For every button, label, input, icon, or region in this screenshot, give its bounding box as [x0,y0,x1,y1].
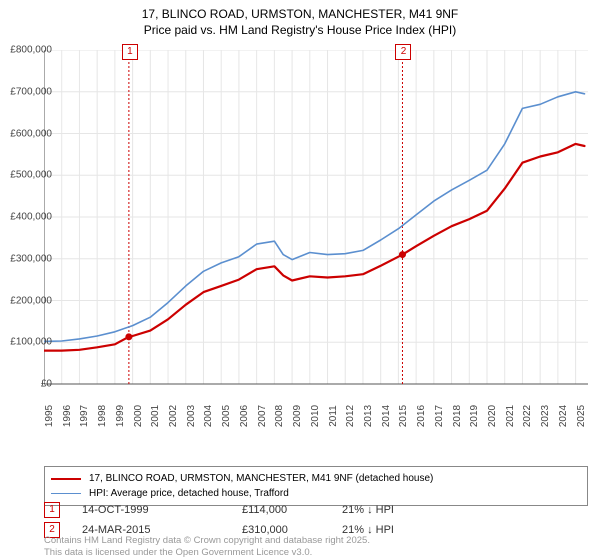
y-tick-label: £0 [41,379,52,390]
sale-date: 14-OCT-1999 [82,504,242,516]
sale-date: 24-MAR-2015 [82,524,242,536]
x-tick-label: 2011 [328,405,339,427]
x-tick-label: 2015 [398,405,409,427]
x-tick-label: 2006 [239,405,250,427]
x-tick-label: 2008 [274,405,285,427]
x-tick-label: 1995 [44,405,55,427]
x-tick-label: 2018 [452,405,463,427]
x-tick-label: 2020 [487,405,498,427]
legend-row: HPI: Average price, detached house, Traf… [51,486,581,501]
sale-price: £310,000 [242,524,342,536]
chart-container: 17, BLINCO ROAD, URMSTON, MANCHESTER, M4… [0,0,600,560]
x-tick-label: 2007 [257,405,268,427]
y-tick-label: £800,000 [10,45,52,56]
y-tick-label: £700,000 [10,86,52,97]
x-tick-label: 2019 [469,405,480,427]
x-tick-label: 2017 [434,405,445,427]
chart-area [44,50,588,430]
x-tick-label: 2023 [540,405,551,427]
x-tick-label: 2025 [576,405,587,427]
y-tick-label: £200,000 [10,295,52,306]
y-tick-label: £500,000 [10,170,52,181]
x-tick-label: 2000 [133,405,144,427]
sale-delta: 21% ↓ HPI [342,524,394,536]
legend: 17, BLINCO ROAD, URMSTON, MANCHESTER, M4… [44,466,588,506]
sale-marker-flag: 1 [122,44,138,60]
sale-row: 1 14-OCT-1999 £114,000 21% ↓ HPI [44,502,394,518]
legend-swatch-hpi [51,493,81,494]
title-line2: Price paid vs. HM Land Registry's House … [0,22,600,38]
x-tick-label: 2016 [416,405,427,427]
x-tick-label: 2010 [310,405,321,427]
chart-svg [44,50,588,430]
x-tick-label: 1999 [115,405,126,427]
title-block: 17, BLINCO ROAD, URMSTON, MANCHESTER, M4… [0,0,600,38]
sale-marker-box: 1 [44,502,60,518]
legend-swatch-property [51,478,81,480]
x-tick-label: 2009 [292,405,303,427]
x-tick-label: 2013 [363,405,374,427]
title-line1: 17, BLINCO ROAD, URMSTON, MANCHESTER, M4… [0,6,600,22]
x-tick-label: 2021 [505,405,516,427]
x-tick-label: 2002 [168,405,179,427]
x-tick-label: 2003 [186,405,197,427]
footer-line1: Contains HM Land Registry data © Crown c… [44,535,370,546]
x-tick-label: 1998 [97,405,108,427]
x-tick-label: 2001 [150,405,161,427]
footer-line2: This data is licensed under the Open Gov… [44,547,370,558]
legend-label-property: 17, BLINCO ROAD, URMSTON, MANCHESTER, M4… [89,471,433,486]
legend-row: 17, BLINCO ROAD, URMSTON, MANCHESTER, M4… [51,471,581,486]
sale-price: £114,000 [242,504,342,516]
footer: Contains HM Land Registry data © Crown c… [44,535,370,558]
x-tick-label: 2014 [381,405,392,427]
y-tick-label: £400,000 [10,212,52,223]
y-tick-label: £100,000 [10,337,52,348]
x-tick-label: 1996 [62,405,73,427]
y-tick-label: £600,000 [10,128,52,139]
sale-marker-flag: 2 [395,44,411,60]
y-tick-label: £300,000 [10,253,52,264]
x-tick-label: 1997 [79,405,90,427]
x-tick-label: 2004 [203,405,214,427]
x-tick-label: 2022 [522,405,533,427]
legend-label-hpi: HPI: Average price, detached house, Traf… [89,486,289,501]
x-tick-label: 2005 [221,405,232,427]
sale-delta: 21% ↓ HPI [342,504,394,516]
x-tick-label: 2024 [558,405,569,427]
x-tick-label: 2012 [345,405,356,427]
